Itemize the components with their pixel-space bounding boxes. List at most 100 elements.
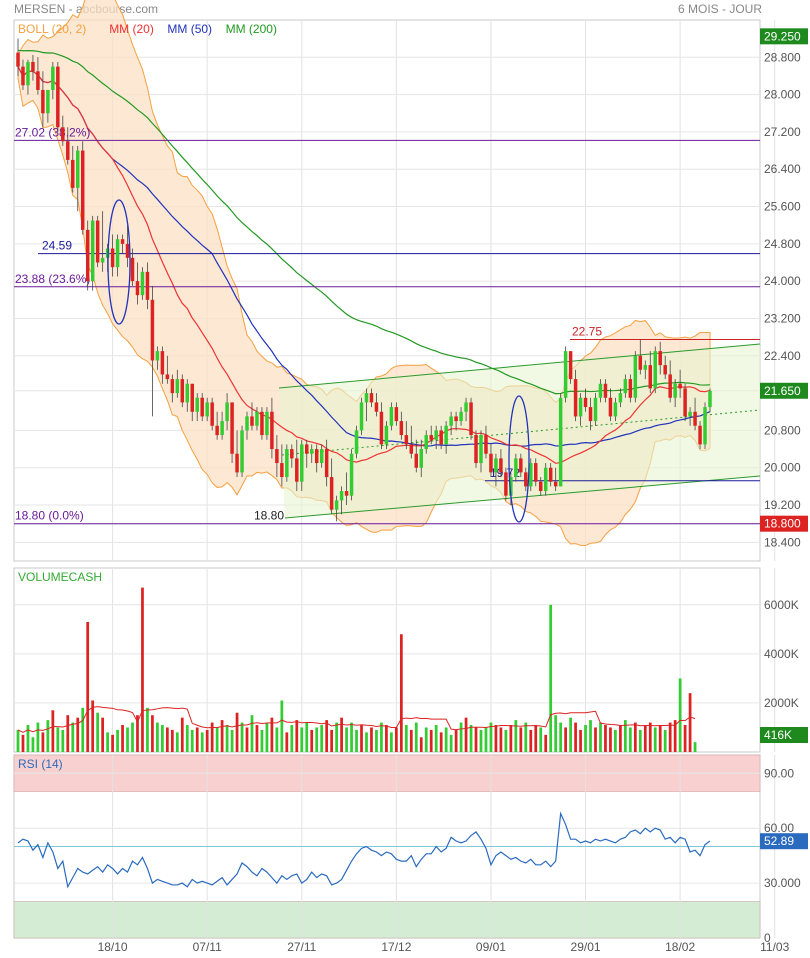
candle-body [568,351,573,380]
volume-bar [529,729,533,752]
candle-body [314,449,319,464]
volume-bar [305,722,309,752]
volume-bar [345,727,348,752]
candle-body [250,416,254,426]
candle-body [46,89,50,114]
candle-body [190,383,194,412]
candle-body [56,66,60,128]
candle-body [36,71,40,90]
volume-bar [220,720,224,752]
candle-body [534,463,538,482]
candle-body [339,491,344,501]
volume-bar [335,722,338,752]
period-label[interactable]: 6 MOIS - JOUR [677,2,762,16]
volume-bar [250,715,254,752]
volume-bar [330,729,334,752]
volume-bar [385,725,388,752]
volume-bar [320,725,324,752]
volume-bar [524,722,528,752]
price-badge [760,382,808,399]
candle-body [658,351,662,366]
rsi-tick-label: 30.000 [764,876,801,890]
legend-entry: BOLL (20, 2) [18,22,86,36]
candle-body [389,407,394,426]
candle-body [538,481,543,492]
volume-bar [215,727,219,752]
volume-badge-label: 416K [764,728,792,742]
candle-body [678,383,682,389]
volume-bar [51,710,55,752]
volume-bar [489,722,493,752]
candle-body [504,472,508,496]
candle-body [618,393,623,403]
candle-body [110,248,115,268]
volume-bar [116,729,119,752]
volume-bar [255,725,259,752]
volume-bar [444,727,448,752]
volume-bar [111,734,114,752]
candle-body [409,444,414,454]
candle-body [160,351,165,375]
candle-body [414,453,419,468]
volume-bar [628,727,632,752]
candle-body [494,458,498,473]
volume-bar [439,732,443,752]
candle-body [135,281,140,296]
mm20-line [17,66,711,464]
volume-bar [375,729,378,752]
rsi-tick-label: 90.00 [764,766,794,780]
volume-bar [21,734,25,752]
volume-bar [454,729,458,752]
candle-body [603,383,608,398]
y-tick-label: 20.000 [764,461,801,475]
candle-body [688,411,692,417]
x-tick-label: 11/03 [760,940,789,954]
rsi-title: RSI (14) [18,757,63,771]
volume-bar [365,732,368,752]
volume-bar [340,717,343,752]
volume-bar [678,678,682,752]
candle-body [95,220,100,263]
candle-body [16,52,20,67]
candle-body [41,89,45,114]
level-label: 18.80 [254,509,284,523]
volume-bar [549,604,553,752]
candle-body [623,379,628,394]
candle-body [374,402,379,412]
volume-bar [225,725,229,752]
candle-body [484,435,488,454]
candle-body [663,365,667,375]
candle-body [548,467,553,482]
volume-bar [141,587,144,752]
candle-body [359,402,364,431]
candle-body [80,150,85,230]
volume-bar [434,725,438,752]
volume-bar [190,729,194,752]
candle-body [459,411,463,422]
candle-body [120,239,125,244]
volume-bar [175,732,179,752]
candle-body [638,355,643,370]
candle-body [245,416,249,431]
candle-body [230,402,234,454]
trend-channel-top [278,343,761,389]
candle-body [703,407,707,445]
candle-body [235,453,239,473]
volume-bar [31,737,35,752]
volume-bar [658,725,662,752]
volume-bar [195,727,199,752]
volume-bar [380,722,383,752]
volume-bar [599,722,602,752]
volume-bar [36,722,40,752]
candle-body [61,127,65,142]
volume-bar [151,715,154,752]
volume-bar [638,729,642,752]
volume-bar [479,729,483,752]
volume-tick-label: 2000K [764,696,799,710]
legend-entry: MM (50) [167,22,212,36]
candle-body [125,243,130,258]
volume-bar [504,729,508,752]
volume-bar [474,727,478,752]
volume-bar [623,720,627,752]
